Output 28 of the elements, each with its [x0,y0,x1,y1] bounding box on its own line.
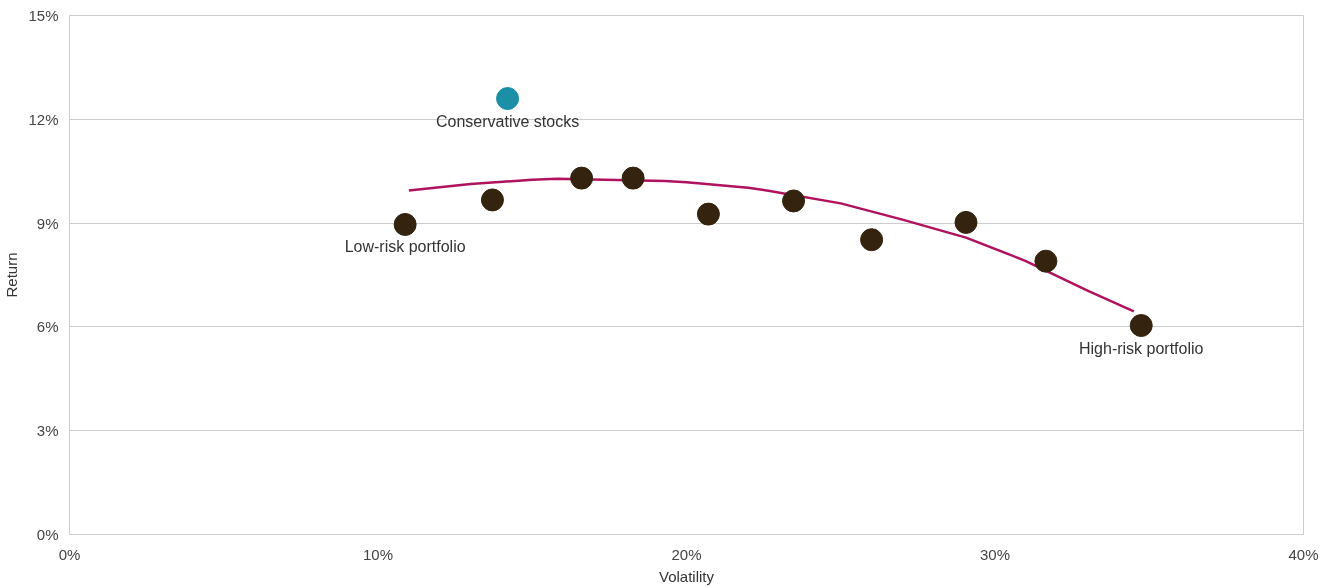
x-tick-label: 40% [1288,545,1319,563]
annotation: Low-risk portfolio [344,238,466,256]
y-axis-title: Return [3,252,21,298]
x-tick-label: 0% [58,545,81,563]
line-series [407,177,1136,313]
y-tick-label: 15% [28,7,59,24]
point [1034,249,1058,273]
y-tick-label: 9% [36,214,59,232]
x-tick-label: 20% [671,545,702,563]
annotation: Conservative stocks [435,112,580,130]
x-tick-label: 10% [362,545,394,563]
point [1129,314,1153,337]
annotation: High-risk portfolio [1078,339,1204,357]
y-tick-label: 3% [36,422,59,440]
point [954,210,978,234]
y-tick-label: 0% [36,526,59,543]
point [570,166,594,190]
point [480,188,504,212]
y-tick-label: 6% [36,318,59,336]
x-tick-label: 30% [979,545,1011,563]
point [393,213,417,236]
point [621,166,645,190]
point [860,228,884,252]
x-axis-title: Volatility [658,567,715,585]
point [782,189,806,213]
y-tick-label: 12% [28,110,59,128]
point [496,87,520,111]
point [696,202,720,226]
